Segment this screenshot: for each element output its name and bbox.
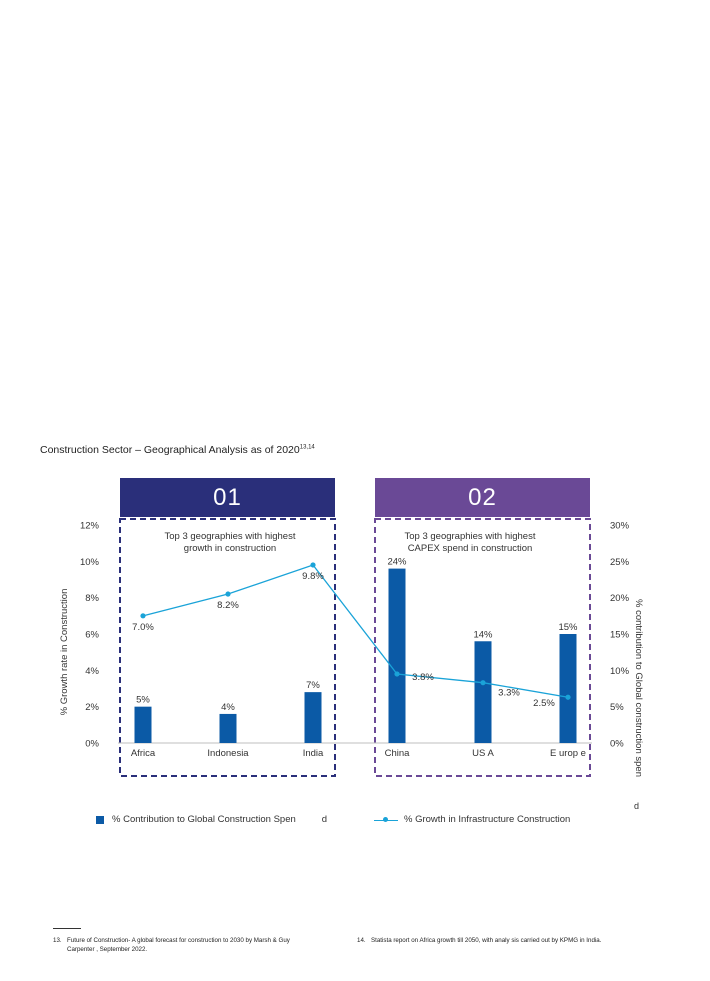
y-left-axis-label: % Growth rate in Construction [59, 589, 70, 716]
y-right-tick-label: 0% [610, 739, 624, 750]
bar-value-label: 4% [221, 702, 235, 713]
group-subtitle-02-line1: Top 3 geographies with highest [405, 531, 536, 542]
y-left-tick-label: 8% [85, 593, 99, 604]
legend-item-line: % Growth in Infrastructure Construction [374, 814, 570, 825]
bar-us-a [474, 641, 492, 743]
y-right-tick-label: 5% [610, 702, 624, 713]
growth-value-label: 7.0% [132, 622, 154, 633]
y-left-tick-label: 10% [80, 557, 100, 568]
legend-bar-label: % Contribution to Global Construction Sp… [112, 814, 296, 825]
bar-china [388, 568, 406, 743]
y-right-tick-label: 30% [610, 521, 630, 532]
group-subtitle-01-line1: Top 3 geographies with highest [165, 531, 296, 542]
x-tick-label: Indonesia [207, 748, 249, 759]
bar-africa [134, 706, 152, 743]
bar-e-urop-e [559, 634, 577, 743]
growth-line [142, 564, 569, 698]
y-right-tick-label: 25% [610, 557, 630, 568]
bar-value-label: 5% [136, 695, 150, 706]
y-left-tick-label: 4% [85, 666, 99, 677]
bar-india [304, 692, 322, 743]
footnote-rule [53, 928, 81, 929]
title-footnote-refs: 13,14 [299, 444, 315, 451]
bar-value-label: 24% [387, 557, 407, 568]
y-right-tick-label: 15% [610, 630, 630, 641]
y-right-tick-label: 20% [610, 593, 630, 604]
growth-point [310, 562, 316, 568]
y-left-tick-label: 2% [85, 702, 99, 713]
x-tick-label: India [303, 748, 324, 759]
bar-value-label: 7% [306, 680, 320, 691]
x-tick-label: E urop e [550, 748, 586, 759]
right-axis-label-tail: d [634, 801, 640, 811]
y-right-axis-label: % contribution to Global construction sp… [633, 599, 644, 777]
growth-point [225, 591, 231, 597]
growth-point [140, 613, 146, 619]
y-left-tick-label: 12% [80, 521, 100, 532]
x-tick-label: US A [472, 748, 494, 759]
y-left-tick-label: 0% [85, 739, 99, 750]
bar-value-label: 15% [558, 622, 578, 633]
group-box-01 [119, 518, 336, 777]
group-box-02 [374, 518, 591, 777]
bar-value-label: 14% [473, 629, 493, 640]
footnote-13: 13. Future of Construction- A global fore… [53, 937, 290, 953]
growth-value-label: 2.5% [533, 698, 555, 709]
legend-item-bars: % Contribution to Global Construction Sp… [96, 814, 327, 825]
growth-point [480, 680, 486, 686]
group-band-01: 01 [120, 478, 335, 517]
x-tick-label: China [385, 748, 411, 759]
growth-value-label: 9.8% [302, 571, 324, 582]
legend-line-swatch [374, 816, 398, 824]
growth-value-label: 8.2% [217, 600, 239, 611]
bar-indonesia [219, 713, 237, 743]
y-right-tick-label: 10% [610, 666, 630, 677]
chart-title: Construction Sector – Geographical Analy… [40, 444, 315, 456]
legend-bar-label-tail: d [321, 814, 328, 825]
growth-point [394, 671, 400, 677]
growth-point [565, 694, 571, 700]
legend-bar-swatch [96, 815, 104, 824]
group-subtitle-02-line2: CAPEX spend in construction [408, 543, 533, 554]
growth-value-label: 3.3% [498, 688, 520, 699]
legend-line-label: % Growth in Infrastructure Construction [404, 814, 571, 825]
x-tick-label: Africa [131, 748, 156, 759]
y-left-tick-label: 6% [85, 630, 99, 641]
footnote-14: 14. Statista report on Africa growth till… [357, 937, 602, 944]
group-subtitle-01-line2: growth in construction [184, 543, 276, 554]
growth-value-label: 3.8% [412, 672, 434, 683]
group-band-02: 02 [375, 478, 590, 517]
